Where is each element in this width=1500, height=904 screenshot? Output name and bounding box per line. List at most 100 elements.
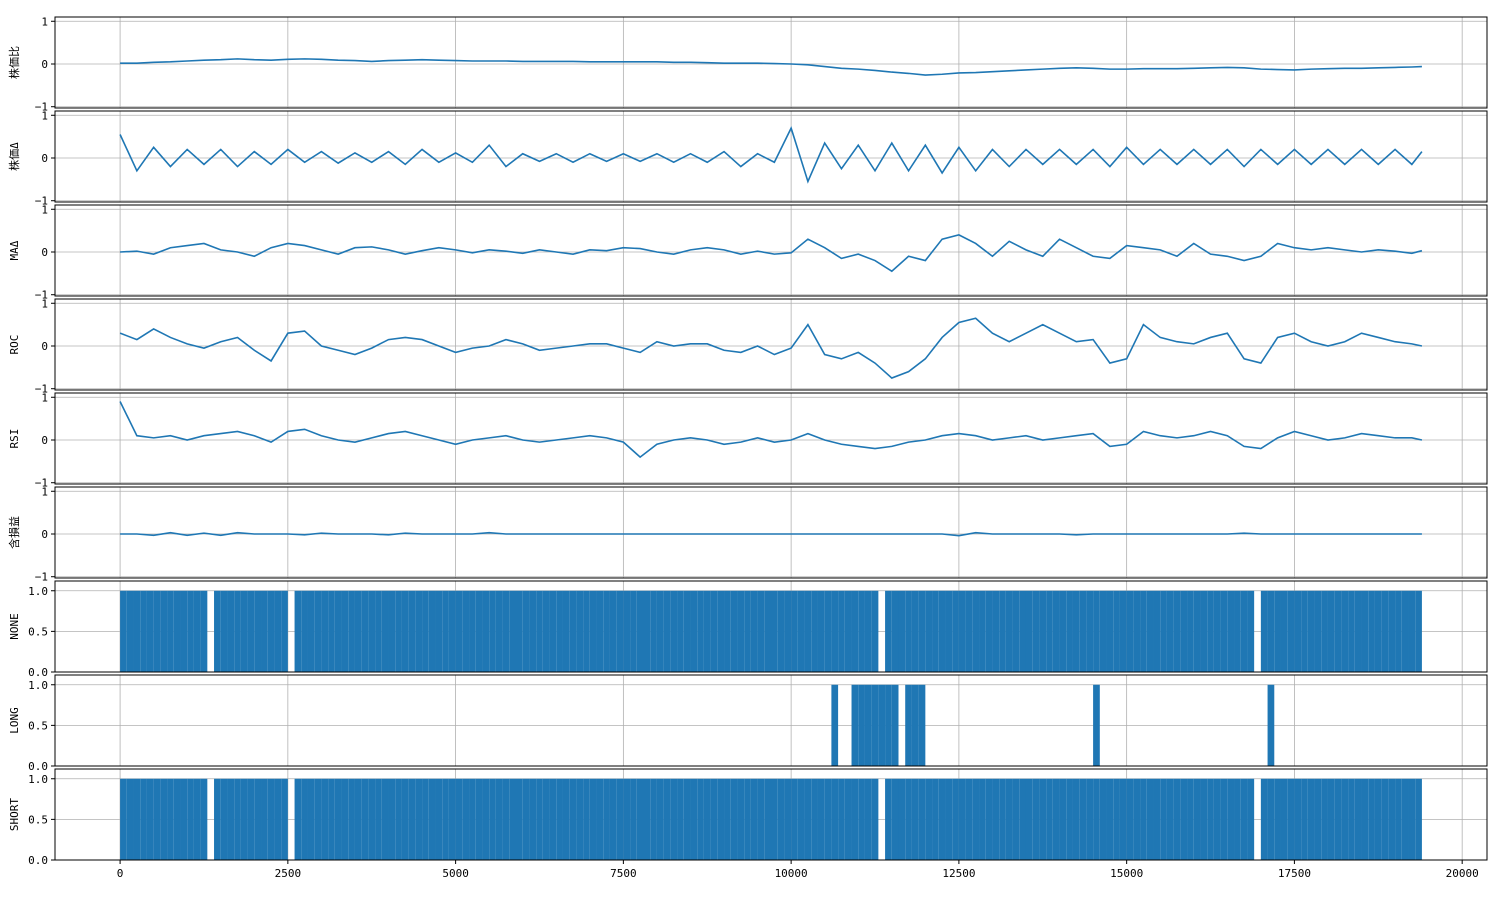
bar (401, 590, 409, 672)
bar (623, 778, 631, 860)
bar (1012, 590, 1020, 672)
line (119, 125, 1423, 184)
bar (1133, 778, 1141, 860)
bar (1274, 778, 1281, 860)
bar (495, 590, 503, 672)
bar (710, 590, 718, 672)
bar (1086, 778, 1094, 860)
y-tick-label: 0 (41, 152, 48, 165)
bar (516, 778, 523, 860)
axes-frame (54, 486, 1488, 579)
bar (1327, 590, 1335, 672)
bar (240, 590, 248, 672)
bar (831, 590, 839, 672)
bar (811, 590, 818, 672)
bar (878, 684, 886, 766)
bar (1334, 590, 1342, 672)
bar (1395, 590, 1402, 672)
bar (1032, 778, 1040, 860)
bar (469, 590, 476, 672)
bar (838, 590, 845, 672)
bar (375, 590, 382, 672)
bar (1314, 778, 1322, 860)
bar (945, 778, 953, 860)
bar (603, 778, 610, 860)
y-tick-label: 0 (41, 340, 48, 353)
bar (167, 590, 174, 672)
bar (422, 778, 429, 860)
bar (408, 778, 416, 860)
x-tick-label: 2500 (275, 867, 302, 880)
bar (791, 778, 798, 860)
bar (227, 590, 235, 672)
bar (1388, 778, 1396, 860)
y-tick-label: 0 (41, 246, 48, 259)
bar (1032, 590, 1040, 672)
bar (603, 590, 610, 672)
bar (1334, 778, 1342, 860)
bar (435, 590, 443, 672)
bar (1046, 778, 1053, 860)
line (120, 58, 1422, 76)
bar (925, 778, 933, 860)
bar (1160, 590, 1167, 672)
bar (1260, 590, 1268, 672)
y-tick-label: 1 (41, 297, 48, 310)
bar (596, 778, 604, 860)
x-tick-label: 7500 (610, 867, 637, 880)
bar (677, 778, 684, 860)
bar (609, 590, 617, 672)
y-axis-label: NONE (8, 613, 21, 640)
bar (1354, 590, 1362, 672)
bar (314, 590, 322, 672)
bar (1307, 778, 1315, 860)
bar (375, 778, 382, 860)
bar (180, 778, 188, 860)
bar (1072, 590, 1080, 672)
y-tick-label: −1 (35, 289, 48, 302)
axes-frame (54, 580, 1488, 673)
bar (509, 590, 517, 672)
bar (1287, 590, 1295, 672)
bar (784, 590, 792, 672)
y-tick-label: 0.0 (28, 760, 48, 773)
bar (489, 778, 496, 860)
x-tick-label: 5000 (442, 867, 469, 880)
bar (871, 684, 879, 766)
bar (804, 778, 812, 860)
bar (1072, 778, 1080, 860)
bar (764, 778, 771, 860)
bar (744, 778, 751, 860)
bar (1066, 778, 1073, 860)
bar (328, 778, 335, 860)
bar (1415, 590, 1422, 672)
bar (905, 684, 912, 766)
bar (261, 590, 268, 672)
bar (1368, 778, 1375, 860)
bar (683, 778, 691, 860)
y-tick-label: 1 (41, 485, 48, 498)
bar (1247, 778, 1255, 860)
bar (911, 684, 919, 766)
x-tick-label: 12500 (942, 867, 975, 880)
bar (985, 778, 993, 860)
bar (1267, 778, 1275, 860)
y-tick-label: −1 (35, 383, 48, 396)
bar (1126, 778, 1134, 860)
bar (744, 590, 751, 672)
bar (925, 590, 933, 672)
y-tick-label: 0 (41, 58, 48, 71)
bar (979, 778, 986, 860)
bar (542, 778, 550, 860)
bar (569, 590, 577, 672)
bar (851, 590, 859, 672)
axes-background (55, 299, 1487, 390)
bar (435, 778, 443, 860)
bar (1093, 590, 1100, 672)
bar (1052, 778, 1060, 860)
bar (200, 778, 208, 860)
bar (1200, 590, 1208, 672)
bar (885, 778, 892, 860)
bar (247, 778, 255, 860)
bar (1166, 590, 1174, 672)
